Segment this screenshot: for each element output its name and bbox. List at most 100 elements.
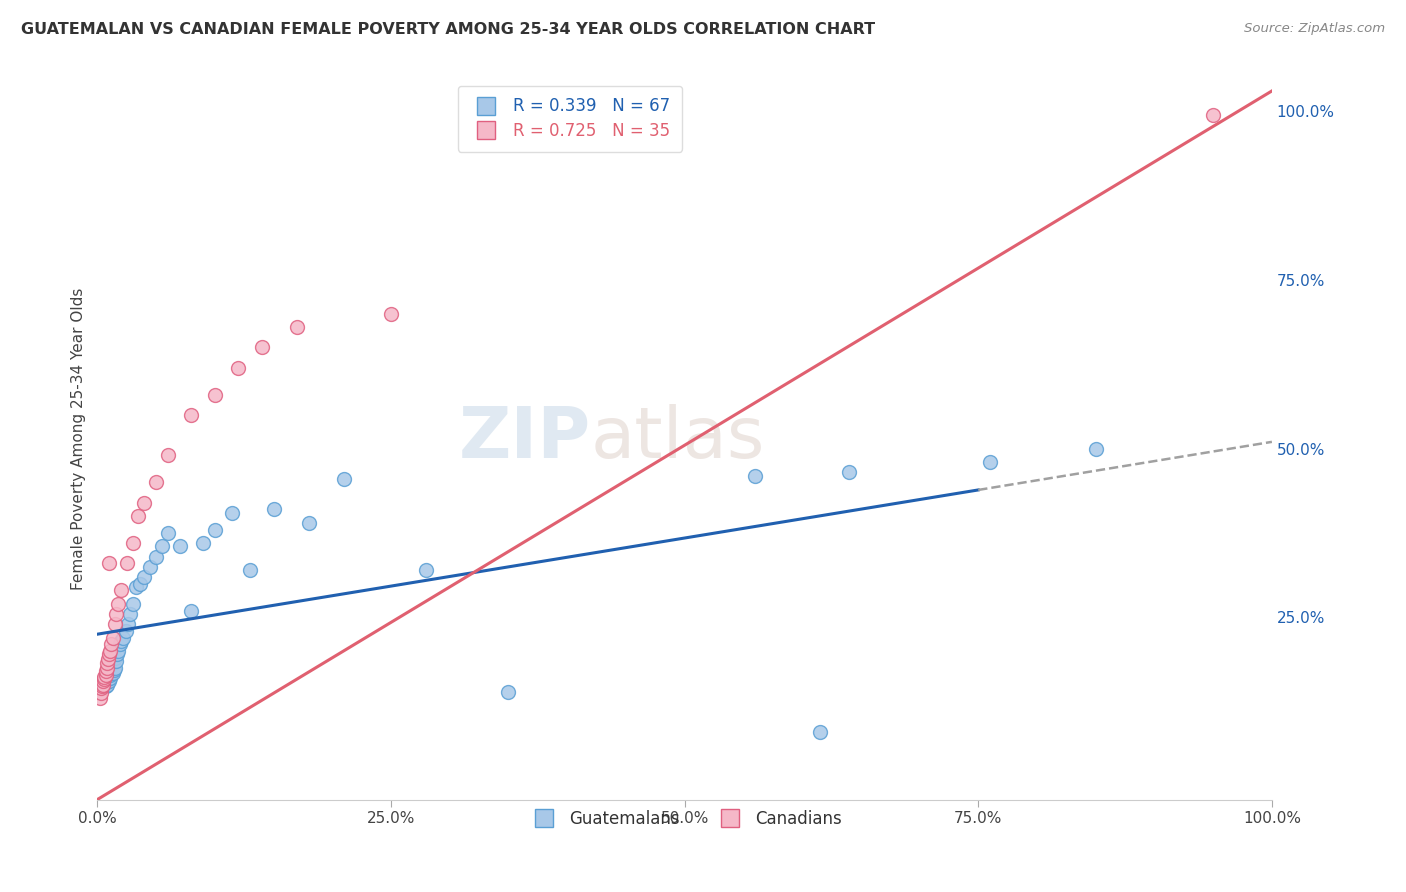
Point bbox=[415, 563, 437, 577]
Point bbox=[115, 557, 138, 571]
Point bbox=[100, 637, 122, 651]
Point bbox=[91, 681, 114, 695]
Y-axis label: Female Poverty Among 25-34 Year Olds: Female Poverty Among 25-34 Year Olds bbox=[72, 287, 86, 590]
Point bbox=[93, 674, 115, 689]
Point bbox=[250, 340, 273, 354]
Point bbox=[204, 523, 226, 537]
Point bbox=[97, 674, 120, 689]
Point bbox=[239, 563, 262, 577]
Point bbox=[91, 676, 114, 690]
Point bbox=[128, 576, 150, 591]
Point bbox=[104, 617, 127, 632]
Point bbox=[221, 506, 243, 520]
Point bbox=[96, 674, 118, 689]
Point bbox=[98, 557, 121, 571]
Text: GUATEMALAN VS CANADIAN FEMALE POVERTY AMONG 25-34 YEAR OLDS CORRELATION CHART: GUATEMALAN VS CANADIAN FEMALE POVERTY AM… bbox=[21, 22, 875, 37]
Point bbox=[333, 472, 356, 486]
Point bbox=[180, 603, 202, 617]
Point bbox=[107, 644, 129, 658]
Point bbox=[156, 525, 179, 540]
Point bbox=[744, 468, 766, 483]
Point bbox=[96, 657, 118, 671]
Point bbox=[98, 671, 121, 685]
Point bbox=[96, 661, 118, 675]
Point bbox=[838, 465, 860, 479]
Point bbox=[94, 676, 117, 690]
Point bbox=[101, 661, 124, 675]
Point bbox=[91, 674, 114, 689]
Point bbox=[107, 597, 129, 611]
Point bbox=[96, 670, 118, 684]
Text: Source: ZipAtlas.com: Source: ZipAtlas.com bbox=[1244, 22, 1385, 36]
Point bbox=[89, 681, 111, 695]
Point bbox=[89, 691, 111, 706]
Point bbox=[108, 637, 131, 651]
Point bbox=[90, 679, 112, 693]
Point bbox=[139, 559, 162, 574]
Point bbox=[91, 674, 114, 689]
Point bbox=[97, 667, 120, 681]
Point bbox=[145, 549, 167, 564]
Point bbox=[112, 631, 135, 645]
Point bbox=[98, 648, 121, 662]
Point bbox=[121, 597, 143, 611]
Point bbox=[105, 607, 128, 621]
Point bbox=[1202, 107, 1225, 121]
Legend: Guatemalans, Canadians: Guatemalans, Canadians bbox=[522, 803, 848, 835]
Point bbox=[91, 679, 114, 693]
Point bbox=[91, 678, 114, 692]
Point bbox=[169, 540, 191, 554]
Point bbox=[134, 495, 156, 509]
Point bbox=[90, 681, 112, 695]
Point bbox=[90, 678, 112, 692]
Point bbox=[94, 667, 117, 681]
Point bbox=[105, 648, 128, 662]
Point bbox=[104, 661, 127, 675]
Point bbox=[145, 475, 167, 490]
Point bbox=[100, 665, 122, 680]
Point bbox=[1084, 442, 1107, 456]
Point bbox=[380, 307, 402, 321]
Point bbox=[93, 679, 115, 693]
Point bbox=[498, 684, 520, 698]
Point bbox=[103, 663, 125, 677]
Point bbox=[110, 583, 132, 598]
Point bbox=[285, 320, 308, 334]
Point bbox=[98, 667, 121, 681]
Point bbox=[93, 676, 115, 690]
Point bbox=[114, 624, 136, 638]
Point bbox=[121, 536, 143, 550]
Point bbox=[110, 634, 132, 648]
Point bbox=[98, 671, 121, 685]
Point bbox=[91, 678, 114, 692]
Point bbox=[98, 665, 121, 679]
Point bbox=[104, 650, 127, 665]
Point bbox=[94, 679, 117, 693]
Point bbox=[191, 536, 214, 550]
Point bbox=[94, 665, 117, 679]
Point bbox=[91, 679, 114, 693]
Point bbox=[117, 617, 139, 632]
Point bbox=[180, 408, 202, 422]
Point bbox=[298, 516, 321, 530]
Point bbox=[96, 673, 118, 687]
Point bbox=[105, 654, 128, 668]
Point bbox=[98, 674, 121, 689]
Point bbox=[204, 387, 226, 401]
Point bbox=[125, 580, 148, 594]
Point bbox=[263, 502, 285, 516]
Point bbox=[808, 725, 831, 739]
Text: ZIP: ZIP bbox=[458, 404, 591, 473]
Point bbox=[156, 448, 179, 462]
Point bbox=[93, 670, 115, 684]
Point bbox=[97, 671, 120, 685]
Point bbox=[97, 652, 120, 666]
Point bbox=[101, 665, 124, 680]
Point bbox=[150, 540, 173, 554]
Point bbox=[94, 673, 117, 687]
Text: atlas: atlas bbox=[591, 404, 765, 473]
Point bbox=[98, 667, 121, 681]
Point bbox=[101, 631, 124, 645]
Point bbox=[979, 455, 1001, 469]
Point bbox=[226, 360, 249, 375]
